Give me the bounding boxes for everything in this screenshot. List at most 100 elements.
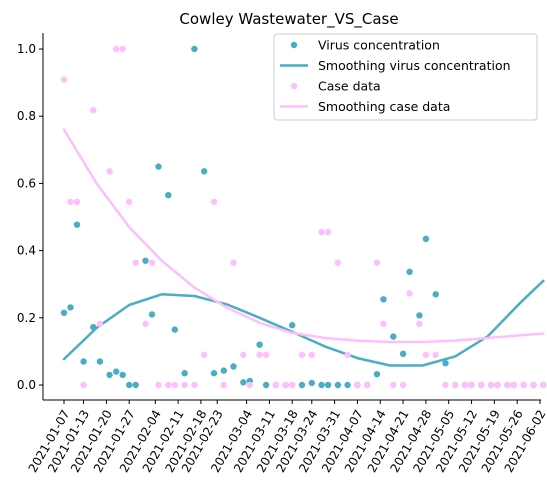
data-point <box>530 381 537 389</box>
data-point <box>308 351 315 358</box>
data-point <box>318 228 325 236</box>
data-point <box>60 309 68 316</box>
data-point <box>487 381 495 389</box>
data-point <box>308 379 315 387</box>
data-point <box>452 381 459 389</box>
data-point <box>406 268 413 275</box>
data-point <box>373 371 381 378</box>
data-point <box>262 381 270 389</box>
data-point <box>96 320 104 327</box>
data-point <box>256 341 263 348</box>
data-point <box>113 45 120 53</box>
data-point <box>126 198 133 206</box>
data-point <box>126 381 133 389</box>
legend-marker <box>290 41 298 49</box>
data-point <box>96 358 104 365</box>
data-point <box>165 381 172 389</box>
data-point <box>442 360 449 367</box>
data-point <box>148 311 156 318</box>
data-point <box>390 381 397 389</box>
legend-label: Virus concentration <box>318 38 440 53</box>
data-point <box>354 381 361 389</box>
data-point <box>132 259 139 266</box>
data-point <box>272 381 280 389</box>
data-point <box>406 290 413 297</box>
data-point <box>171 381 178 389</box>
data-point <box>119 45 126 53</box>
data-point <box>432 351 439 358</box>
data-point <box>416 312 423 319</box>
y-tick-label: 0.8 <box>17 109 36 123</box>
data-point <box>230 259 237 266</box>
legend-box <box>273 33 538 121</box>
data-point <box>191 45 198 53</box>
data-point <box>80 381 87 389</box>
data-point <box>298 351 306 358</box>
data-point <box>201 168 208 175</box>
data-point <box>510 381 518 389</box>
data-point <box>399 350 407 357</box>
series-line <box>62 128 545 344</box>
data-point <box>142 320 149 327</box>
data-point <box>442 381 449 389</box>
data-point <box>106 168 113 175</box>
data-point <box>119 371 126 379</box>
data-point <box>240 379 247 386</box>
data-point <box>60 76 68 83</box>
data-point <box>155 381 162 389</box>
data-point <box>399 381 407 389</box>
data-point <box>416 320 423 327</box>
series-line <box>62 279 545 367</box>
chart-title: Cowley Wastewater_VS_Case <box>179 10 398 29</box>
data-point <box>282 381 289 389</box>
data-point <box>478 381 485 389</box>
data-point <box>171 326 178 333</box>
data-point <box>468 381 475 389</box>
x-axis: 2021-01-072021-01-132021-01-202021-01-27… <box>26 400 547 475</box>
data-point <box>191 381 198 389</box>
data-point <box>390 333 397 340</box>
data-point <box>461 381 469 389</box>
data-point <box>181 381 188 389</box>
data-point <box>422 235 430 242</box>
data-point <box>90 107 97 114</box>
data-point <box>364 381 371 389</box>
legend-label: Smoothing case data <box>318 99 450 114</box>
plot-area <box>42 33 547 401</box>
data-point <box>106 371 113 379</box>
data-point <box>289 322 296 329</box>
data-point <box>80 358 87 365</box>
data-point <box>344 351 351 358</box>
data-point <box>324 228 332 236</box>
data-point <box>246 381 253 389</box>
legend: Virus concentration Smoothing virus conce… <box>273 33 538 121</box>
data-point <box>240 351 247 358</box>
data-point <box>155 163 162 170</box>
data-point <box>73 221 81 228</box>
data-point <box>210 198 218 206</box>
data-point <box>380 320 387 327</box>
data-point <box>230 363 237 370</box>
data-point <box>256 351 263 358</box>
data-point <box>289 381 296 389</box>
legend-label: Case data <box>318 79 381 94</box>
y-tick-label: 0.2 <box>17 311 36 325</box>
data-point <box>520 381 527 389</box>
data-point <box>132 381 139 389</box>
data-point <box>165 192 172 199</box>
data-point <box>262 351 270 358</box>
data-point <box>494 381 501 389</box>
data-point <box>67 304 74 311</box>
data-point <box>432 291 439 298</box>
data-point <box>422 351 430 358</box>
data-point <box>201 351 208 358</box>
data-point <box>540 381 547 389</box>
data-point <box>220 367 227 374</box>
y-tick-label: 0.6 <box>17 176 36 190</box>
data-point <box>181 370 188 377</box>
data-point <box>344 381 351 389</box>
data-point <box>142 257 149 264</box>
y-tick-label: 0.4 <box>17 244 36 258</box>
data-point <box>148 259 156 266</box>
data-point <box>373 259 381 266</box>
